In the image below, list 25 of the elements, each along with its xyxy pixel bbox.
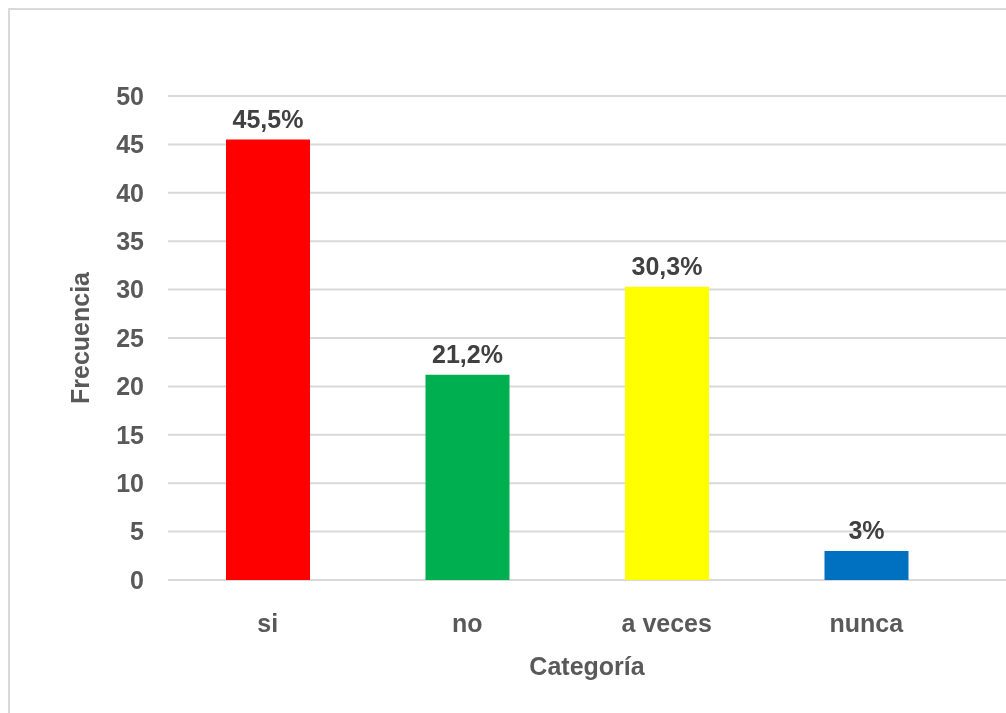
- y-tick-label: 10: [116, 469, 144, 498]
- x-axis-title: Categoría: [529, 652, 646, 680]
- y-tick-label: 50: [116, 81, 144, 110]
- bar: [824, 550, 909, 580]
- data-label: 30,3%: [631, 251, 703, 280]
- data-label: 21,2%: [432, 339, 503, 368]
- x-tick-label: si: [257, 608, 279, 637]
- y-tick-label: 30: [116, 275, 144, 304]
- data-label: 3%: [848, 515, 885, 544]
- x-tick-label: nunca: [829, 608, 905, 637]
- x-tick-label: a veces: [621, 608, 712, 637]
- y-tick-label: 25: [116, 323, 145, 352]
- data-label: 45,5%: [232, 104, 304, 133]
- x-tick-label: no: [451, 608, 483, 637]
- y-tick-label: 40: [116, 178, 144, 207]
- y-tick-label: 20: [116, 372, 144, 401]
- y-tick-label: 45: [116, 130, 145, 159]
- y-tick-label: 15: [116, 420, 145, 449]
- y-tick-label: 35: [116, 227, 145, 256]
- y-tick-label: 0: [130, 565, 144, 594]
- bar: [425, 374, 510, 580]
- y-axis-title: Frecuencia: [65, 270, 94, 405]
- bar: [226, 139, 310, 580]
- y-tick-label: 5: [130, 517, 145, 546]
- bar: [625, 286, 709, 580]
